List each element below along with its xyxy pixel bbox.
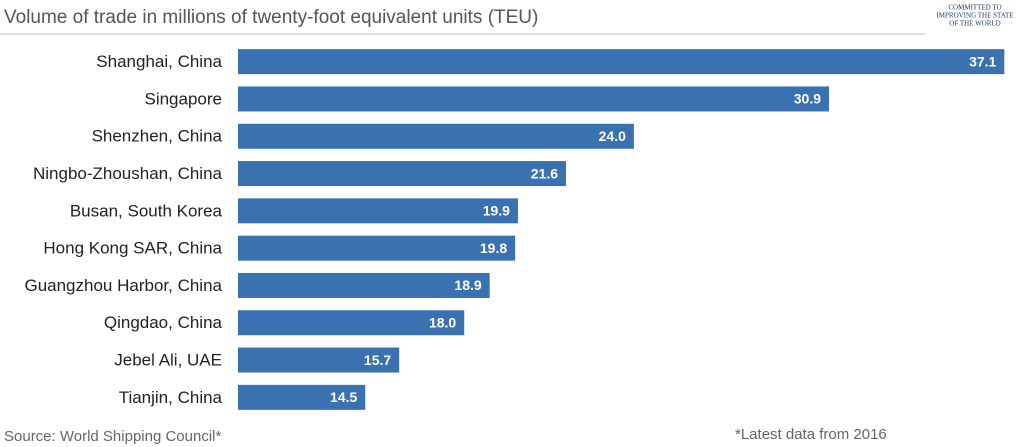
source: Source: World Shipping Council*: [4, 428, 222, 445]
value-label: 14.5: [330, 389, 357, 405]
value-label: 18.9: [454, 277, 481, 293]
category-label: Singapore: [144, 89, 222, 108]
category-label: Jebel Ali, UAE: [114, 351, 222, 370]
bar: [238, 49, 1005, 75]
bar: [238, 123, 634, 149]
category-label: Qingdao, China: [104, 313, 223, 332]
category-label: Busan, South Korea: [70, 201, 223, 220]
category-label: Shanghai, China: [96, 52, 222, 71]
chart-subtitle: Volume of trade in millions of twenty-fo…: [4, 7, 538, 28]
category-label: Shenzhen, China: [92, 127, 223, 146]
category-label: Ningbo-Zhoushan, China: [33, 164, 223, 183]
category-label: Hong Kong SAR, China: [43, 239, 222, 258]
logo-line: COMMITTED TO: [948, 4, 1001, 12]
value-label: 37.1: [969, 53, 996, 69]
logo-line: IMPROVING THE STATE: [936, 12, 1013, 20]
value-label: 15.7: [364, 352, 391, 368]
logo-line: OF THE WORLD: [949, 20, 1000, 28]
value-label: 21.6: [531, 165, 558, 181]
note: *Latest data from 2016: [735, 426, 887, 443]
bar: [238, 235, 516, 261]
bar: [238, 86, 830, 112]
value-label: 19.8: [480, 240, 507, 256]
bar: [238, 347, 400, 373]
bar: [238, 310, 465, 336]
bar: [238, 198, 518, 224]
value-label: 18.0: [429, 314, 456, 330]
category-label: Tianjin, China: [119, 388, 223, 407]
value-label: 30.9: [794, 91, 821, 107]
category-label: Guangzhou Harbor, China: [24, 276, 222, 295]
bar: [238, 272, 490, 298]
logo: COMMITTED TO IMPROVING THE STATE OF THE …: [936, 4, 1013, 28]
value-label: 24.0: [599, 128, 626, 144]
bar: [238, 384, 366, 410]
bar: [238, 161, 567, 187]
value-label: 19.9: [483, 203, 510, 219]
